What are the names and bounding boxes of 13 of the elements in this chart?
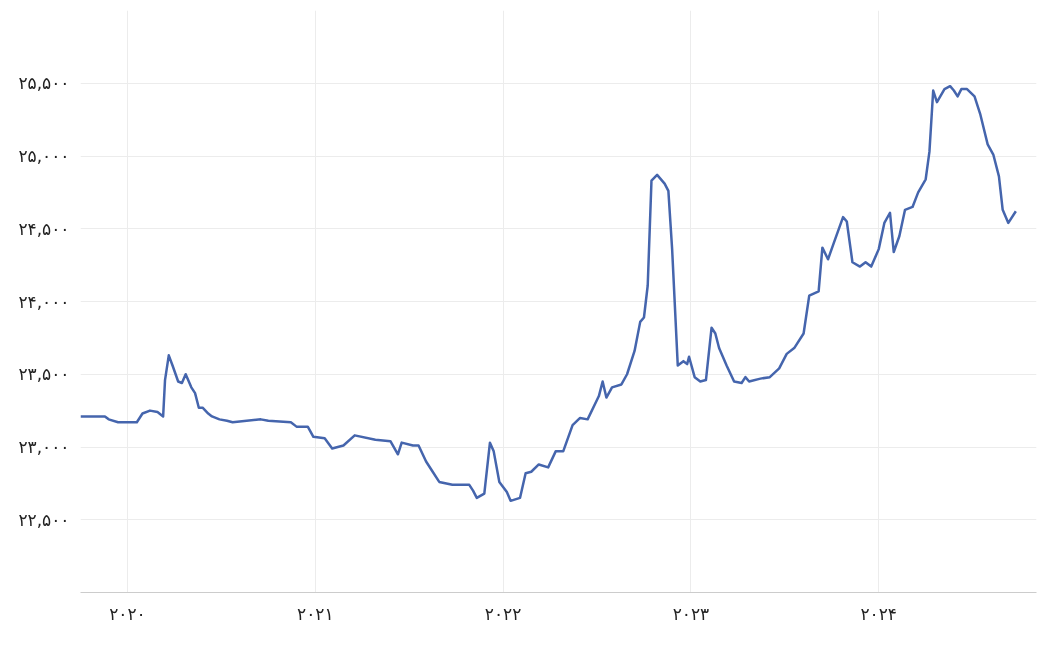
y-tick-label: ۲۲,۵۰۰ <box>18 509 70 530</box>
x-tick-label: ۲۰۲۴ <box>860 603 897 624</box>
y-tick-label: ۲۵,۵۰۰ <box>18 73 70 94</box>
y-tick-label: ۲۵,۰۰۰ <box>18 146 70 166</box>
y-tick-label: ۲۳,۵۰۰ <box>18 364 70 385</box>
x-tick-label: ۲۰۲۰ <box>109 603 146 624</box>
x-tick-label: ۲۰۲۳ <box>672 603 710 624</box>
x-tick-label: ۲۰۲۲ <box>484 603 522 624</box>
y-tick-label: ۲۴,۰۰۰ <box>18 291 70 312</box>
y-tick-label: ۲۳,۰۰۰ <box>18 437 70 457</box>
x-tick-label: ۲۰۲۱ <box>297 603 334 624</box>
y-tick-label: ۲۴,۵۰۰ <box>18 218 70 239</box>
line-series <box>80 84 1018 503</box>
